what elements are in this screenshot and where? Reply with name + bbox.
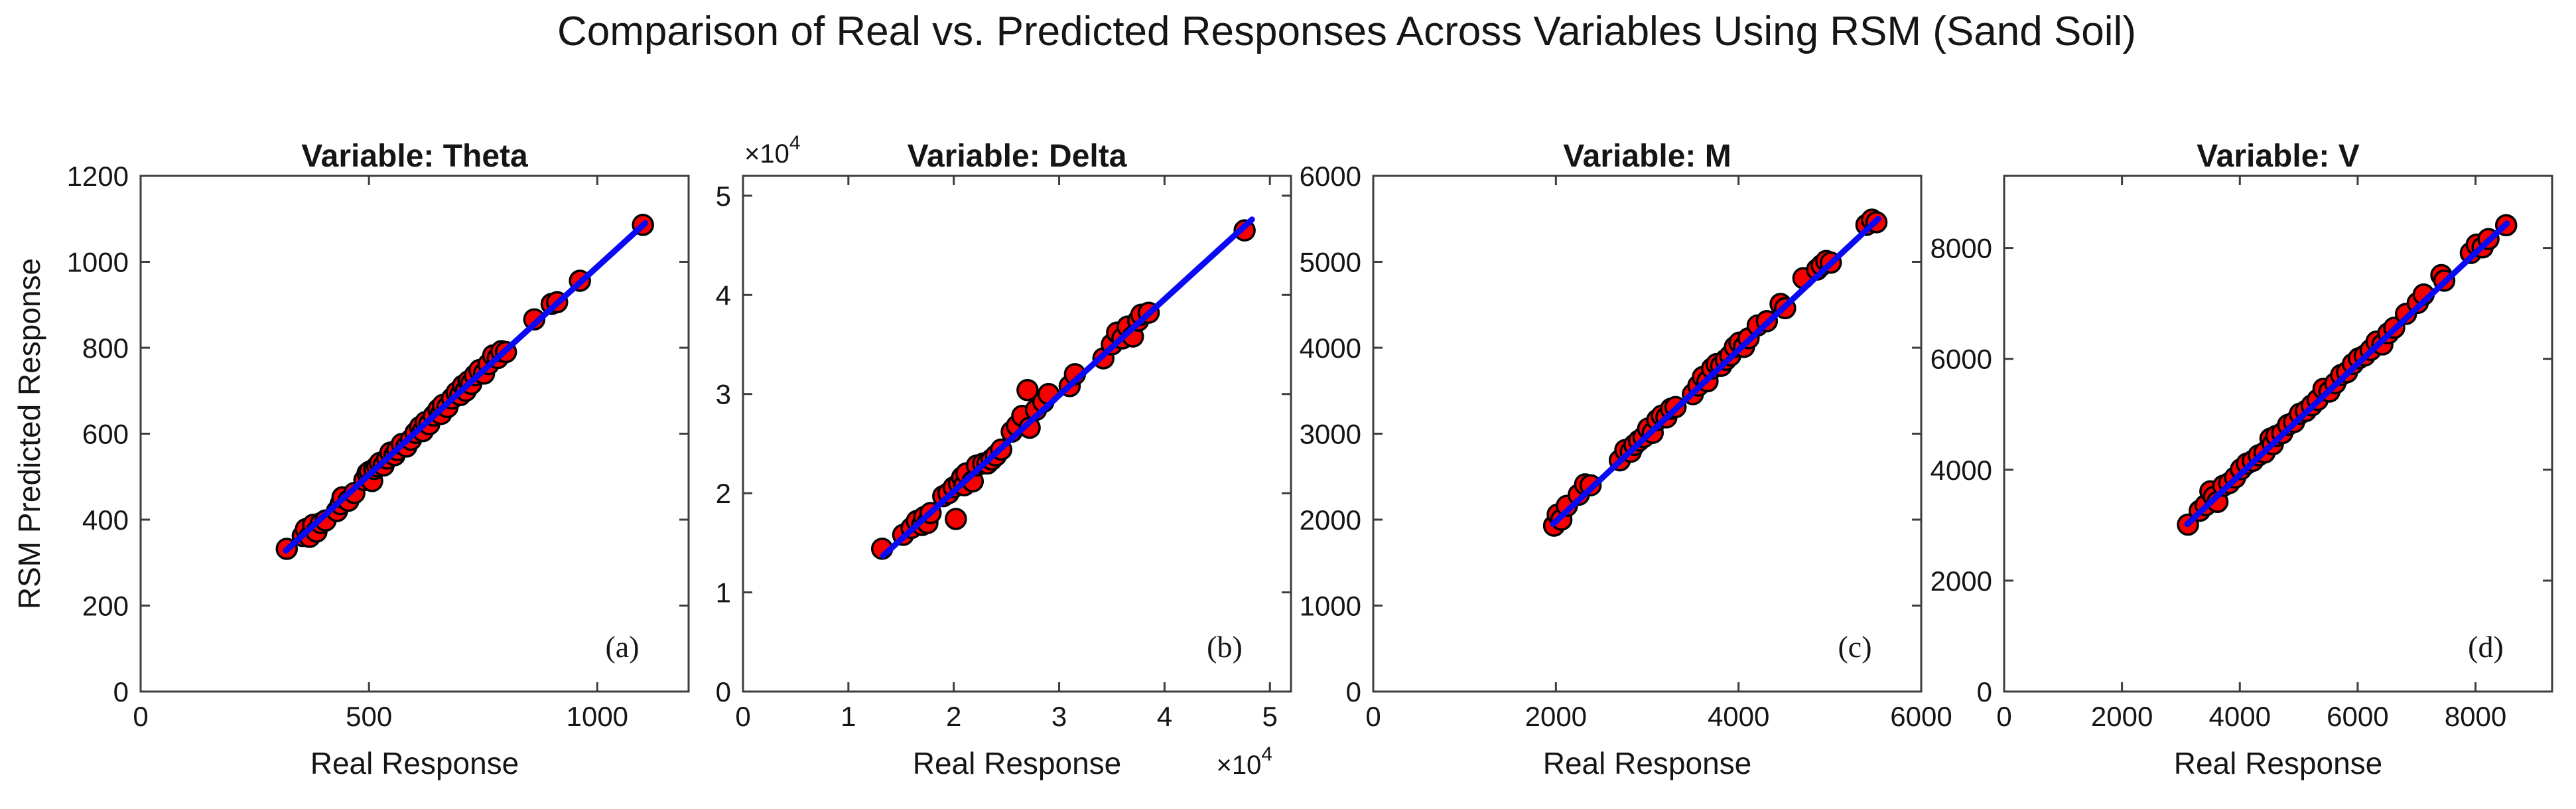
x-tick-label: 6000 <box>2327 701 2388 732</box>
x-axis-label: Real Response <box>1543 746 1752 780</box>
x-tick-label: 1 <box>841 701 856 732</box>
y-tick-label: 4000 <box>1931 455 1992 486</box>
x-tick-label: 0 <box>735 701 750 732</box>
corner-label: (b) <box>1207 630 1243 664</box>
x-tick-label: 0 <box>133 701 148 732</box>
y-tick-label: 400 <box>82 504 129 536</box>
axes-box <box>2003 175 2553 693</box>
x-tick-label: 3 <box>1051 701 1067 732</box>
y-tick-label: 5 <box>716 181 731 212</box>
x-tick-label: 4 <box>1157 701 1172 732</box>
x-tick-label: 5 <box>1262 701 1278 732</box>
subplot-title: Variable: Delta <box>908 139 1127 174</box>
data-point <box>1016 379 1039 402</box>
x-axis-label: Real Response <box>310 746 519 780</box>
x-tick-label: 8000 <box>2445 701 2506 732</box>
figure-title: Comparison of Real vs. Predicted Respons… <box>557 9 2136 54</box>
y-tick-label: 6000 <box>1300 161 1361 192</box>
subplot-title: Variable: V <box>2197 139 2359 174</box>
y-tick-label: 0 <box>1977 676 1992 707</box>
fit-line <box>1550 216 1881 527</box>
fit-line <box>2184 220 2510 528</box>
subplot-title: Variable: Theta <box>301 139 528 174</box>
corner-label: (c) <box>1838 630 1871 664</box>
subplot-a: 0 500 1000 0 200 400 600 800 1000 1200 Variable: T… <box>12 139 690 780</box>
y-tick-label: 3 <box>716 379 731 410</box>
x-tick-label: 500 <box>346 701 392 732</box>
x-tick-label: 2 <box>946 701 961 732</box>
x-tick-label: 2000 <box>2091 701 2153 732</box>
x-axis-label: Real Response <box>913 746 1122 780</box>
y-tick-label: 2000 <box>1931 565 1992 597</box>
y-tick-label: 6000 <box>1931 344 1992 375</box>
x-axis-label: Real Response <box>2174 746 2383 780</box>
y-tick-label: 800 <box>82 332 129 364</box>
x-tick-label: 4000 <box>1708 701 1769 732</box>
corner-label: (d) <box>2468 630 2504 664</box>
y-tick-label: 200 <box>82 591 129 622</box>
x-tick-label: 0 <box>1996 701 2011 732</box>
y-axis-label: RSM Predicted Response <box>12 258 46 609</box>
y-tick-label: 4000 <box>1300 332 1361 364</box>
subplot-c: 0 2000 4000 6000 0 1000 2000 3000 4000 5000 6000 Va… <box>1300 139 1952 780</box>
corner-label: (a) <box>605 630 639 664</box>
y-tick-label: 600 <box>82 419 129 450</box>
y-tick-label: 5000 <box>1300 247 1361 278</box>
fit-line <box>880 216 1255 559</box>
x-tick-label: 1000 <box>567 701 628 732</box>
subplot-title: Variable: M <box>1563 139 1731 174</box>
axes-box <box>742 175 1292 693</box>
x-exponent-label: ×104 <box>1216 743 1272 780</box>
y-tick-label: 8000 <box>1931 233 1992 264</box>
y-tick-label: 1 <box>716 577 731 609</box>
y-tick-label: 2 <box>716 478 731 509</box>
x-tick-label: 2000 <box>1525 701 1587 732</box>
y-tick-label: 3000 <box>1300 419 1361 450</box>
y-tick-label: 4 <box>716 279 731 311</box>
subplot-b: 0 1 2 3 4 5 0 1 2 3 4 5 Variable: Delta Real Response… <box>716 132 1292 780</box>
y-tick-label: 2000 <box>1300 504 1361 536</box>
subplot-d: 0 2000 4000 6000 8000 0 2000 4000 6000 8000 Variab… <box>1931 139 2553 780</box>
data-point <box>945 508 967 530</box>
y-tick-label: 1000 <box>1300 591 1361 622</box>
y-tick-label: 1200 <box>67 161 129 192</box>
y-tick-label: 0 <box>113 676 129 707</box>
fit-line <box>283 220 649 554</box>
x-tick-label: 6000 <box>1890 701 1952 732</box>
y-tick-label: 0 <box>716 676 731 707</box>
y-tick-label: 0 <box>1346 676 1361 707</box>
x-tick-label: 4000 <box>2209 701 2271 732</box>
y-tick-label: 1000 <box>67 247 129 278</box>
data-point <box>523 308 546 331</box>
y-exponent-label: ×104 <box>744 132 801 169</box>
x-tick-label: 0 <box>1365 701 1381 732</box>
